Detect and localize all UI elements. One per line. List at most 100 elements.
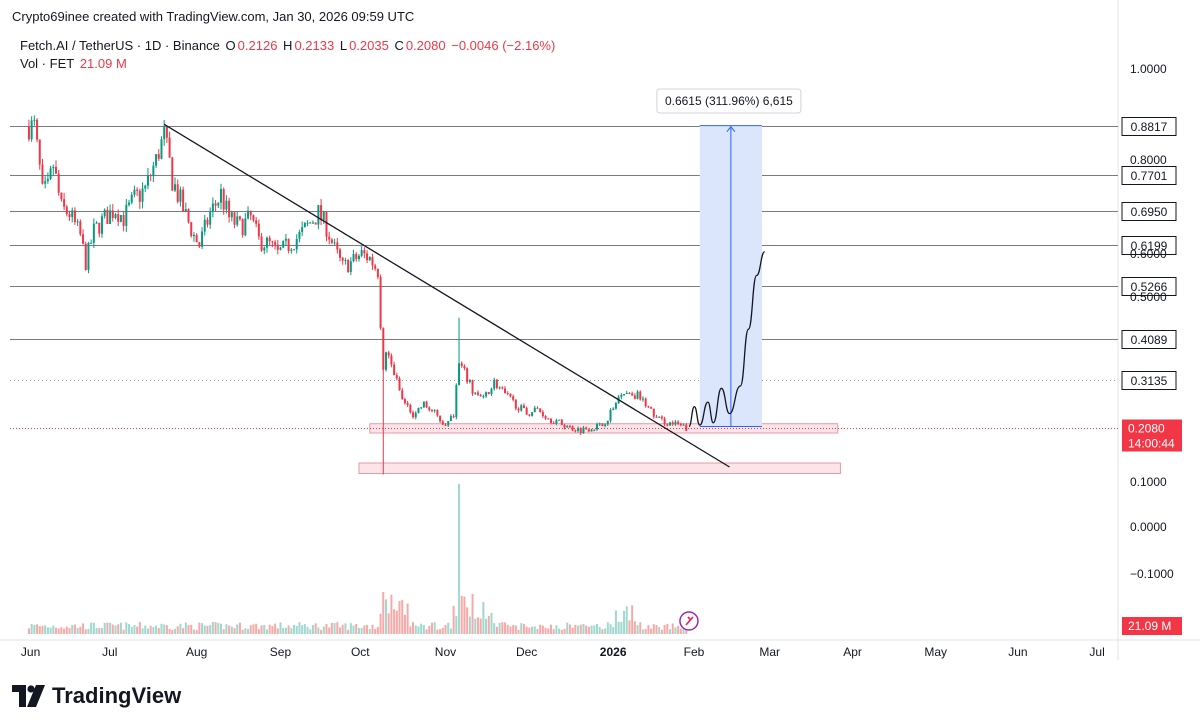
volume-label[interactable]: Vol · FET (20, 56, 75, 71)
volume-bar (171, 629, 174, 634)
volume-bar (417, 626, 420, 634)
x-tick-label-9: Feb (684, 645, 705, 659)
x-tick-label-2: Jul (102, 645, 117, 659)
volume-bar (593, 625, 596, 634)
candle-body (54, 166, 57, 174)
candle-body (144, 185, 147, 189)
volume-bar (398, 600, 401, 634)
volume-bar (155, 625, 158, 634)
candle-body (52, 166, 55, 169)
candle-body (663, 418, 666, 425)
volume-bar (41, 625, 44, 634)
volume-bar (585, 625, 588, 634)
candle-body (430, 410, 433, 412)
candle-body (522, 405, 525, 409)
measure-tool[interactable]: 0.6615 (311.96%) 6,615 (656, 88, 802, 427)
symbol-name[interactable]: Fetch.AI / TetherUS · 1D · Binance (20, 38, 220, 53)
volume-bar (257, 629, 260, 634)
time-axis[interactable]: Jun Jul Aug Sep Oct Nov Dec 2026 Feb Mar Apr May Jun… (21, 645, 1105, 659)
volume-bar (498, 622, 501, 634)
candle-body (206, 219, 209, 225)
measure-label-box (656, 88, 802, 114)
candle-body (287, 238, 290, 251)
candle-body (571, 426, 574, 431)
volume-bar (669, 629, 672, 634)
candle-body (136, 189, 139, 191)
volume-bar (371, 624, 374, 634)
candle-body (255, 220, 258, 224)
volume-bar (339, 627, 342, 634)
candle-body (63, 199, 66, 207)
price-axis[interactable]: 1.00000.80000.60000.50000.20000.10000.00… (1122, 62, 1182, 635)
candle-body (568, 426, 571, 428)
candle-body (339, 249, 342, 258)
candle-body (528, 414, 531, 416)
volume-bar (206, 626, 209, 634)
candle-body (303, 223, 306, 228)
candle-body (320, 205, 323, 221)
candle-body (284, 238, 287, 241)
candle-body (114, 214, 117, 219)
support-zone-2 (358, 462, 841, 474)
candle-body (501, 387, 504, 389)
level-tag-3: 0.6950 (1131, 205, 1168, 219)
volume-bar (528, 627, 531, 634)
volume-bar (663, 625, 666, 634)
volume-bar (76, 627, 79, 634)
level-tag-7: 0.3135 (1131, 374, 1168, 388)
candle-body (282, 240, 285, 248)
x-tick-label-6: Nov (435, 645, 456, 659)
y-tick-label-6: 0.1000 (1130, 475, 1167, 489)
volume-bar (336, 622, 339, 634)
volume-bar (639, 622, 642, 634)
volume-bar (479, 618, 482, 634)
volume-bar (282, 627, 285, 634)
x-tick-label-8: 2026 (600, 645, 627, 659)
horizontal-levels: 0.8817 0.7701 0.6950 0.6199 0.5266 0.4089 0.31… (10, 117, 1177, 429)
candle-body (409, 405, 412, 413)
projection-curve (688, 251, 766, 428)
candle-body (238, 216, 241, 220)
candle-body (579, 427, 582, 434)
candle-body (566, 426, 569, 428)
drawings[interactable] (163, 123, 766, 631)
candle-body (98, 222, 101, 234)
candle-body (517, 408, 520, 411)
volume-bar (552, 629, 555, 634)
volume-bar (203, 625, 206, 634)
candle-body (479, 394, 482, 397)
candle-body (393, 364, 396, 376)
volume-bar (65, 626, 68, 634)
volume-bar (222, 629, 225, 634)
volume-bar (685, 627, 688, 634)
volume-bar (82, 623, 85, 634)
volume-bar (106, 622, 109, 634)
candle-body (87, 243, 90, 270)
volume-bar (168, 628, 171, 634)
candle-body (314, 222, 317, 225)
countdown-tag: 14:00:44 (1128, 437, 1175, 451)
volume-bar (357, 628, 360, 634)
low-value: 0.2035 (349, 38, 389, 53)
volume-bar (463, 596, 466, 634)
candle-body (352, 254, 355, 262)
volume-bar (130, 626, 133, 634)
volume-bar (44, 625, 47, 634)
volume-bar (390, 594, 393, 634)
candle-body (214, 203, 217, 206)
candle-body (436, 410, 439, 416)
volume-bar (495, 626, 498, 634)
change-value: −0.0046 (−2.16%) (451, 38, 556, 53)
volume-bar (249, 625, 252, 634)
candle-body (606, 420, 609, 425)
candle-body (368, 257, 371, 261)
candle-body (236, 216, 239, 225)
candle-body (233, 212, 236, 225)
volume-bar (430, 622, 433, 634)
candle-body (249, 210, 252, 216)
volume-bar (414, 625, 417, 634)
tradingview-logo[interactable]: TradingView (12, 683, 181, 709)
candle-body (171, 157, 174, 191)
candle-body (547, 418, 550, 420)
